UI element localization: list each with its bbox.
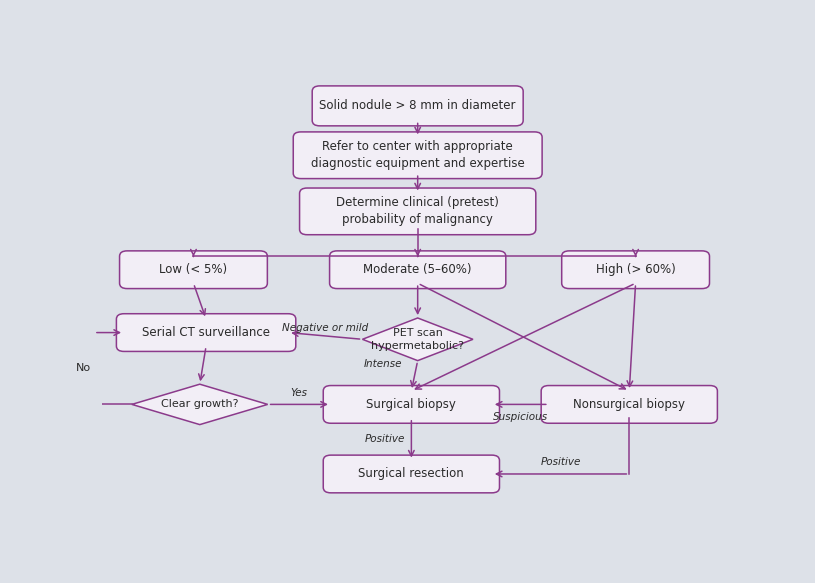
Text: Refer to center with appropriate
diagnostic equipment and expertise: Refer to center with appropriate diagnos… <box>311 141 525 170</box>
Text: Positive: Positive <box>364 434 405 444</box>
FancyBboxPatch shape <box>117 314 296 352</box>
Text: Negative or mild: Negative or mild <box>282 322 368 332</box>
Text: Suspicious: Suspicious <box>493 413 548 423</box>
Text: Intense: Intense <box>363 359 402 369</box>
Polygon shape <box>363 318 473 361</box>
FancyBboxPatch shape <box>329 251 506 289</box>
FancyBboxPatch shape <box>562 251 710 289</box>
FancyBboxPatch shape <box>120 251 267 289</box>
Text: Yes: Yes <box>291 388 308 398</box>
Polygon shape <box>132 384 267 424</box>
Text: Serial CT surveillance: Serial CT surveillance <box>142 326 270 339</box>
Text: Solid nodule > 8 mm in diameter: Solid nodule > 8 mm in diameter <box>319 99 516 113</box>
Text: Low (< 5%): Low (< 5%) <box>160 264 227 276</box>
FancyBboxPatch shape <box>312 86 523 126</box>
Text: Determine clinical (pretest)
probability of malignancy: Determine clinical (pretest) probability… <box>337 196 499 226</box>
Text: High (> 60%): High (> 60%) <box>596 264 676 276</box>
FancyBboxPatch shape <box>324 385 500 423</box>
Text: Nonsurgical biopsy: Nonsurgical biopsy <box>573 398 685 411</box>
FancyBboxPatch shape <box>293 132 542 178</box>
Text: Surgical resection: Surgical resection <box>359 468 465 480</box>
Text: Clear growth?: Clear growth? <box>161 399 239 409</box>
Text: Moderate (5–60%): Moderate (5–60%) <box>363 264 472 276</box>
FancyBboxPatch shape <box>300 188 535 235</box>
Text: Positive: Positive <box>540 457 581 467</box>
Text: Surgical biopsy: Surgical biopsy <box>367 398 456 411</box>
FancyBboxPatch shape <box>541 385 717 423</box>
Text: No: No <box>76 363 90 374</box>
FancyBboxPatch shape <box>324 455 500 493</box>
Text: PET scan
hypermetabolic?: PET scan hypermetabolic? <box>371 328 465 351</box>
